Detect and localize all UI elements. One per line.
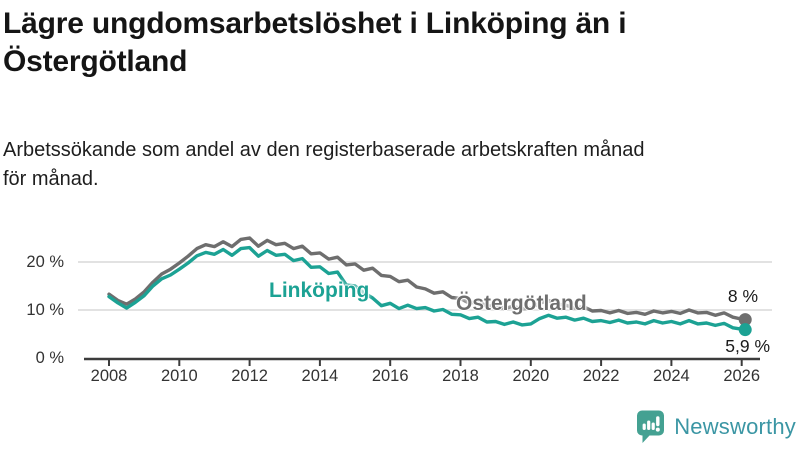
series-end-dot-linköping <box>738 323 752 337</box>
series-end-dot-östergötland <box>738 313 752 327</box>
y-tick-label: 0 % <box>35 349 64 367</box>
y-tick-label: 10 % <box>26 301 64 319</box>
x-tick-label: 2018 <box>442 367 479 385</box>
x-tick-label: 2022 <box>582 367 620 385</box>
page-title-line-1: Lägre ungdomsarbetslöshet i Linköping än… <box>3 7 627 40</box>
chart-subtitle-line-1: Arbetssökande som andel av den registerb… <box>3 139 645 161</box>
newsworthy-logo-icon <box>637 410 665 443</box>
logo-exclamation-dot <box>655 427 660 432</box>
logo-bar-1 <box>642 423 646 430</box>
x-tick-label: 2024 <box>653 367 690 385</box>
chart-subtitle: Arbetssökande som andel av den registerb… <box>3 136 793 194</box>
x-tick-label: 2026 <box>723 367 761 385</box>
x-tick-label: 2014 <box>301 367 339 385</box>
x-tick-label: 2020 <box>512 367 550 385</box>
end-value-label-ostergotland: 8 % <box>727 286 758 306</box>
page-title: Lägre ungdomsarbetslöshet i Linköping än… <box>3 5 723 81</box>
page-title-line-2: Östergötland <box>3 45 188 78</box>
x-tick-label: 2008 <box>90 367 128 385</box>
logo-bar-3 <box>651 422 655 430</box>
end-value-label-linkoping: 5,9 % <box>725 336 770 356</box>
x-tick-label: 2010 <box>160 367 198 385</box>
series-line-östergötland <box>107 236 747 322</box>
logo-exclamation-bar <box>656 416 660 427</box>
y-tick-label: 20 % <box>26 253 64 271</box>
logo-bar-2 <box>647 420 651 430</box>
newsworthy-logo[interactable]: Newsworthy <box>635 409 796 444</box>
series-label-ostergotland: Östergötland <box>456 292 587 315</box>
series-label-linkoping: Linköping <box>269 279 370 302</box>
newsworthy-wordmark: Newsworthy <box>674 413 796 439</box>
series-line-linköping <box>107 245 747 332</box>
x-tick-label: 2016 <box>371 367 409 385</box>
x-tick-label: 2012 <box>231 367 268 385</box>
chart-subtitle-line-2: för månad. <box>3 168 99 190</box>
